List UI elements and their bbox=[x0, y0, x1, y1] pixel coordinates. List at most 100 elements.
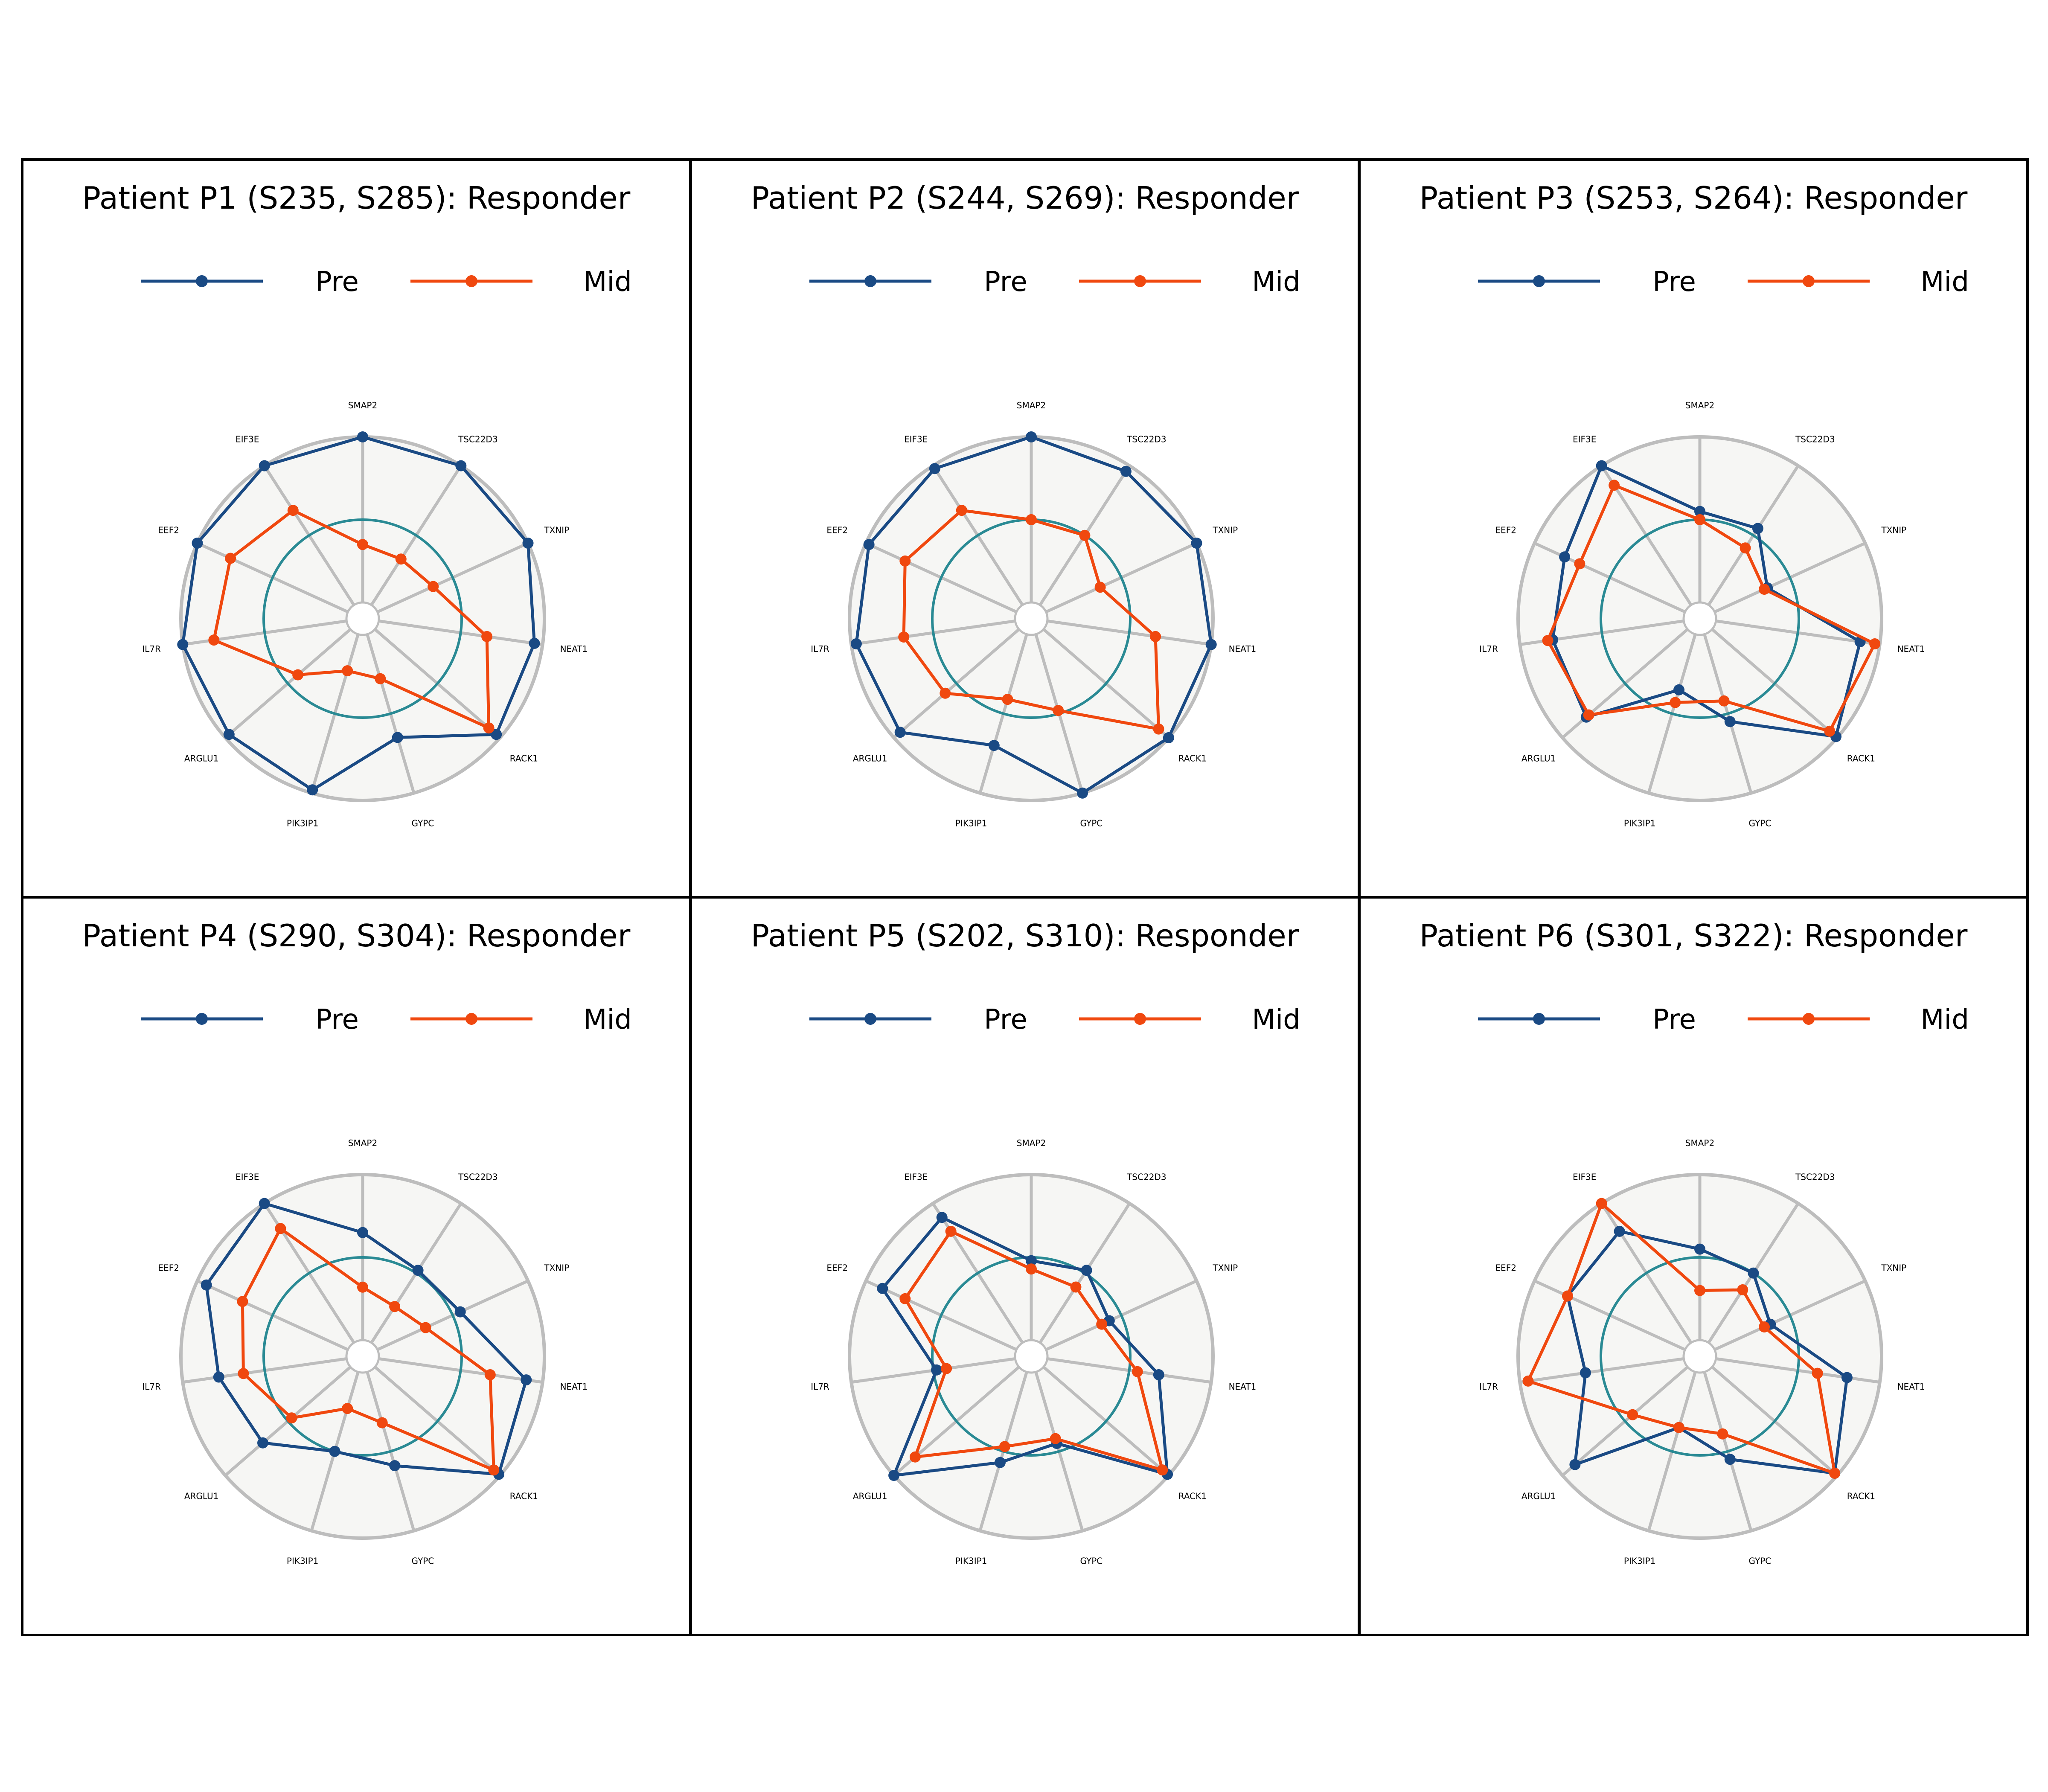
panel-title: Patient P2 (S244, S269): Responder bbox=[751, 180, 1299, 216]
data-point-mid bbox=[389, 1301, 401, 1312]
data-point-mid bbox=[945, 1225, 957, 1237]
radar-panel: Patient P5 (S202, S310): Responder Pre Mid… bbox=[689, 896, 1360, 1636]
axis-label-eif3e: EIF3E bbox=[1573, 434, 1596, 444]
inner-ring bbox=[345, 1339, 380, 1374]
data-point-pre bbox=[257, 1437, 268, 1449]
data-point-mid bbox=[1759, 1321, 1770, 1332]
data-point-pre bbox=[522, 538, 534, 549]
series-line-pre bbox=[181, 435, 536, 791]
data-point-pre bbox=[995, 1457, 1006, 1468]
axis-label-eef2: EEF2 bbox=[1495, 525, 1516, 535]
data-point-pre bbox=[1120, 465, 1132, 477]
legend-label-pre: Pre bbox=[1652, 266, 1696, 298]
axis-label-il7r: IL7R bbox=[811, 644, 829, 654]
axis-label-arglu1: ARGLU1 bbox=[184, 753, 219, 763]
axis-label-neat1: NEAT1 bbox=[1229, 644, 1257, 654]
data-point-mid bbox=[1094, 582, 1106, 593]
series-line-pre bbox=[1566, 1230, 1849, 1475]
axis-label-gypc: GYPC bbox=[1080, 818, 1103, 829]
radar-panel: Patient P2 (S244, S269): Responder Pre Mid… bbox=[689, 158, 1360, 899]
series-line-pre bbox=[855, 435, 1213, 795]
series-line-pre bbox=[1551, 464, 1862, 738]
axis-label-smap2: SMAP2 bbox=[1017, 400, 1046, 410]
axis-label-eef2: EEF2 bbox=[1495, 1263, 1516, 1273]
data-point-pre bbox=[850, 638, 862, 649]
data-point-pre bbox=[521, 1374, 532, 1386]
series-line-mid bbox=[1546, 483, 1876, 733]
inner-ring bbox=[345, 601, 380, 636]
axis-label-eef2: EEF2 bbox=[158, 525, 179, 535]
data-point-pre bbox=[329, 1446, 340, 1457]
axis-label-tsc22d3: TSC22D3 bbox=[1795, 434, 1835, 444]
data-point-pre bbox=[177, 639, 189, 650]
data-point-mid bbox=[1694, 514, 1705, 525]
data-point-pre bbox=[988, 740, 1000, 751]
data-point-pre bbox=[1153, 1369, 1164, 1380]
data-point-mid bbox=[488, 1464, 500, 1476]
axis-label-tsc22d3: TSC22D3 bbox=[1126, 434, 1166, 444]
data-point-mid bbox=[428, 581, 439, 592]
legend-marker-mid bbox=[1134, 275, 1146, 287]
axis-label-neat1: NEAT1 bbox=[560, 644, 588, 654]
data-point-pre bbox=[888, 1470, 900, 1481]
legend-label-mid: Mid bbox=[583, 1004, 632, 1036]
outer-ring bbox=[848, 1173, 1215, 1540]
data-point-mid bbox=[1026, 514, 1037, 525]
data-point-pre bbox=[1694, 506, 1705, 517]
panel-title: Patient P5 (S202, S310): Responder bbox=[751, 918, 1299, 954]
outer-ring bbox=[1516, 1173, 1883, 1540]
legend-label-pre: Pre bbox=[1652, 1004, 1696, 1036]
axis-label-eif3e: EIF3E bbox=[904, 1172, 928, 1182]
axis-label-txnip: TXNIP bbox=[544, 525, 569, 535]
inner-ring bbox=[1014, 601, 1049, 636]
axis-label-gypc: GYPC bbox=[1080, 1556, 1103, 1566]
data-point-pre bbox=[1748, 1267, 1759, 1279]
reference-ring bbox=[262, 518, 463, 719]
axis-label-txnip: TXNIP bbox=[544, 1263, 569, 1273]
axis-label-smap2: SMAP2 bbox=[1017, 1138, 1046, 1148]
data-point-mid bbox=[376, 1417, 388, 1428]
data-point-pre bbox=[931, 1364, 942, 1376]
axis-label-eef2: EEF2 bbox=[826, 1263, 848, 1273]
data-point-pre bbox=[192, 538, 203, 549]
panel-frame bbox=[1358, 896, 2029, 1636]
data-point-pre bbox=[412, 1265, 424, 1276]
data-point-mid bbox=[1609, 480, 1620, 491]
data-point-pre bbox=[1752, 523, 1763, 534]
data-point-mid bbox=[1627, 1409, 1638, 1420]
axis-label-neat1: NEAT1 bbox=[1897, 644, 1925, 654]
axis-label-gypc: GYPC bbox=[1748, 1556, 1771, 1566]
series-line-mid bbox=[212, 509, 491, 730]
data-point-mid bbox=[1670, 697, 1681, 708]
axis-label-arglu1: ARGLU1 bbox=[853, 753, 887, 763]
data-point-mid bbox=[1050, 1433, 1061, 1444]
data-point-pre bbox=[357, 1227, 368, 1238]
data-point-mid bbox=[225, 553, 236, 564]
radar-panel: Patient P6 (S301, S322): Responder Pre Mid… bbox=[1358, 896, 2029, 1636]
legend-marker-mid bbox=[465, 275, 477, 287]
panel-title: Patient P3 (S253, S264): Responder bbox=[1420, 180, 1968, 216]
data-point-mid bbox=[1026, 1263, 1037, 1275]
axis-label-gypc: GYPC bbox=[411, 818, 434, 829]
series-line-pre bbox=[881, 1216, 1169, 1477]
data-point-pre bbox=[223, 729, 235, 740]
data-point-pre bbox=[455, 460, 467, 471]
data-point-pre bbox=[1026, 431, 1037, 442]
data-point-pre bbox=[1694, 1243, 1705, 1255]
data-point-mid bbox=[1522, 1375, 1534, 1387]
data-point-mid bbox=[208, 634, 220, 646]
axis-label-rack1: RACK1 bbox=[1178, 1491, 1207, 1501]
data-point-mid bbox=[1070, 1281, 1082, 1293]
axis-label-arglu1: ARGLU1 bbox=[853, 1491, 887, 1501]
axis-label-tsc22d3: TSC22D3 bbox=[1126, 1172, 1166, 1182]
panel-title: Patient P6 (S301, S322): Responder bbox=[1420, 918, 1968, 954]
data-point-mid bbox=[275, 1223, 286, 1234]
legend-marker-pre bbox=[196, 275, 208, 287]
axis-label-eif3e: EIF3E bbox=[236, 434, 259, 444]
data-point-mid bbox=[1759, 584, 1770, 595]
data-point-mid bbox=[1869, 638, 1881, 649]
axis-label-rack1: RACK1 bbox=[510, 753, 538, 763]
radar-panel: Patient P3 (S253, S264): Responder Pre Mid… bbox=[1358, 158, 2029, 899]
axis-label-il7r: IL7R bbox=[811, 1382, 829, 1392]
data-point-mid bbox=[1812, 1367, 1823, 1379]
